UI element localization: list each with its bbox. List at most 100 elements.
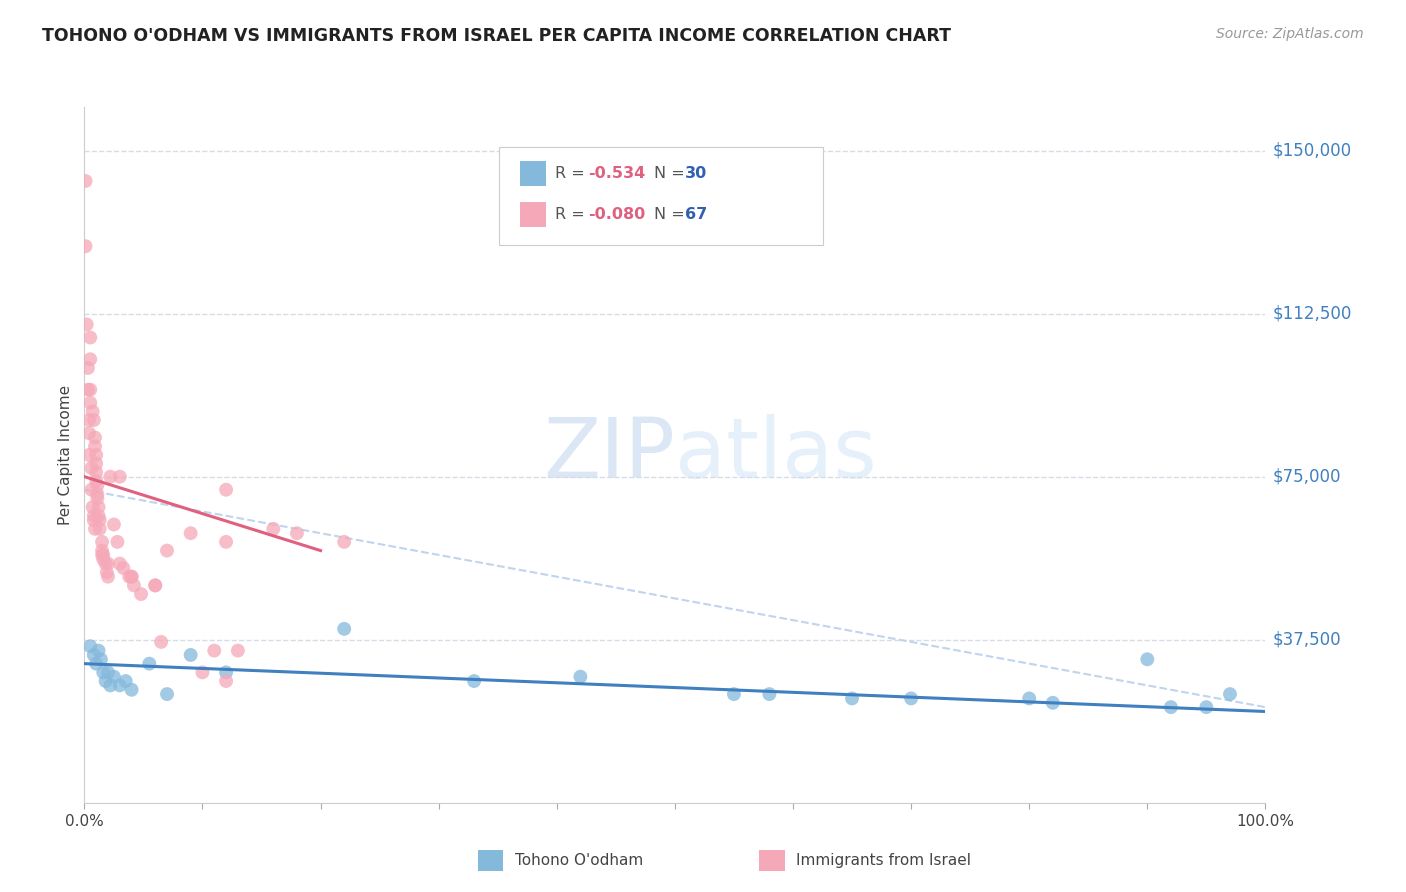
Point: [156, 687, 179, 701]
Point: [89, 522, 111, 536]
Point: [285, 526, 308, 541]
Text: $37,500: $37,500: [1272, 631, 1341, 648]
Point: [77, 383, 100, 397]
Point: [84, 657, 107, 671]
Point: [91, 548, 114, 562]
Point: [156, 543, 179, 558]
Text: R =: R =: [555, 167, 591, 181]
Point: [84, 457, 107, 471]
Point: [86, 491, 108, 506]
Text: Immigrants from Israel: Immigrants from Israel: [796, 854, 970, 868]
Point: [118, 570, 141, 584]
Point: [84, 448, 107, 462]
Point: [83, 513, 105, 527]
Point: [79, 639, 101, 653]
Point: [82, 404, 104, 418]
Text: -0.080: -0.080: [588, 207, 645, 221]
Point: [333, 535, 356, 549]
Point: [108, 678, 131, 692]
Point: [89, 513, 111, 527]
Point: [215, 674, 238, 689]
Point: [758, 687, 780, 701]
Point: [79, 383, 101, 397]
Point: [180, 526, 202, 541]
Point: [1219, 687, 1241, 701]
Text: $75,000: $75,000: [1272, 467, 1341, 485]
Point: [75, 174, 97, 188]
Point: [94, 557, 117, 571]
Point: [91, 552, 114, 566]
Point: [90, 652, 112, 666]
Point: [108, 557, 131, 571]
Point: [77, 413, 100, 427]
Point: [108, 469, 131, 483]
Point: [83, 648, 105, 662]
Point: [215, 483, 238, 497]
Point: [112, 561, 135, 575]
Text: ZIP: ZIP: [543, 415, 675, 495]
Point: [77, 448, 100, 462]
Point: [121, 570, 143, 584]
Text: $112,500: $112,500: [1272, 304, 1351, 323]
Point: [77, 426, 100, 441]
Point: [262, 522, 284, 536]
Text: $150,000: $150,000: [1272, 142, 1351, 160]
Point: [1042, 696, 1064, 710]
Point: [76, 318, 98, 332]
Point: [150, 635, 173, 649]
Y-axis label: Per Capita Income: Per Capita Income: [58, 384, 73, 525]
Text: N =: N =: [654, 167, 690, 181]
Point: [91, 665, 114, 680]
Point: [87, 508, 110, 523]
Point: [91, 548, 114, 562]
Point: [121, 570, 143, 584]
Point: [98, 678, 121, 692]
Point: [79, 352, 101, 367]
Point: [333, 622, 356, 636]
Point: [129, 587, 152, 601]
Text: Source: ZipAtlas.com: Source: ZipAtlas.com: [1216, 27, 1364, 41]
Point: [841, 691, 863, 706]
Point: [723, 687, 745, 701]
Point: [83, 413, 105, 427]
Point: [80, 483, 103, 497]
Point: [1018, 691, 1040, 706]
Text: atlas: atlas: [675, 415, 876, 495]
Point: [97, 570, 120, 584]
Point: [96, 566, 118, 580]
Point: [77, 361, 100, 376]
Point: [463, 674, 485, 689]
Point: [121, 682, 143, 697]
Point: [1195, 700, 1218, 714]
Point: [84, 439, 107, 453]
Text: 30: 30: [685, 167, 707, 181]
Point: [84, 466, 107, 480]
Point: [79, 330, 101, 344]
Text: N =: N =: [654, 207, 690, 221]
Point: [97, 557, 120, 571]
Point: [138, 657, 160, 671]
Point: [87, 643, 110, 657]
Text: TOHONO O'ODHAM VS IMMIGRANTS FROM ISRAEL PER CAPITA INCOME CORRELATION CHART: TOHONO O'ODHAM VS IMMIGRANTS FROM ISRAEL…: [42, 27, 952, 45]
Point: [180, 648, 202, 662]
Point: [94, 674, 117, 689]
Point: [202, 643, 225, 657]
Point: [97, 665, 120, 680]
Point: [1136, 652, 1159, 666]
Point: [215, 535, 238, 549]
Point: [103, 670, 125, 684]
Point: [84, 431, 107, 445]
Text: Tohono O'odham: Tohono O'odham: [515, 854, 643, 868]
Point: [91, 535, 114, 549]
Point: [900, 691, 922, 706]
Text: 67: 67: [685, 207, 707, 221]
Point: [80, 461, 103, 475]
Point: [86, 487, 108, 501]
Point: [215, 665, 238, 680]
Point: [98, 469, 121, 483]
Point: [1160, 700, 1182, 714]
Text: R =: R =: [555, 207, 591, 221]
Point: [75, 239, 97, 253]
Point: [569, 670, 592, 684]
Text: -0.534: -0.534: [588, 167, 645, 181]
